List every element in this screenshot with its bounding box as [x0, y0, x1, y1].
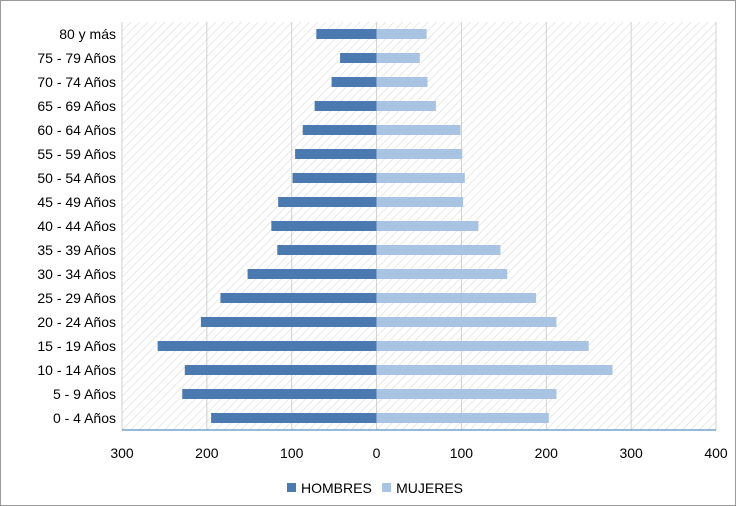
bar-hombres-12 [302, 125, 377, 135]
bar-hombres-5 [220, 293, 377, 303]
bar-mujeres-11 [376, 149, 463, 159]
x-tick-label: 200 [195, 445, 219, 461]
bar-mujeres-1 [376, 389, 557, 399]
bar-hombres-9 [278, 197, 377, 207]
category-label: 60 - 64 Años [37, 122, 116, 138]
bar-mujeres-12 [376, 125, 461, 135]
bar-hombres-13 [314, 101, 377, 111]
category-label: 45 - 49 Años [37, 194, 116, 210]
bar-hombres-11 [295, 149, 377, 159]
legend-swatch-hombres [287, 483, 296, 492]
category-labels: 0 - 4 Años 5 - 9 Años 10 - 14 Años 15 - 19 … [37, 26, 116, 426]
bar-mujeres-15 [376, 53, 420, 63]
category-label: 80 y más [59, 26, 116, 42]
bar-hombres-4 [200, 317, 377, 327]
legend: HOMBRES MUJERES [287, 480, 463, 496]
category-label: 30 - 34 Años [37, 266, 116, 282]
legend-label-hombres: HOMBRES [301, 480, 372, 496]
bar-mujeres-5 [376, 293, 537, 303]
x-tick-label: 200 [535, 445, 559, 461]
category-label: 10 - 14 Años [37, 362, 116, 378]
x-tick-label: 300 [110, 445, 134, 461]
x-tick-label: 400 [704, 445, 728, 461]
bar-mujeres-8 [376, 221, 479, 231]
bar-mujeres-16 [376, 29, 427, 39]
bar-mujeres-14 [376, 77, 428, 87]
category-label: 50 - 54 Años [37, 170, 116, 186]
category-label: 35 - 39 Años [37, 242, 116, 258]
bar-hombres-7 [277, 245, 377, 255]
category-label: 25 - 29 Años [37, 290, 116, 306]
bar-mujeres-10 [376, 173, 465, 183]
category-label: 65 - 69 Años [37, 98, 116, 114]
bar-hombres-10 [292, 173, 377, 183]
category-label: 5 - 9 Años [53, 386, 116, 402]
bars-layer [157, 29, 613, 423]
bar-mujeres-0 [376, 413, 549, 423]
category-label: 20 - 24 Años [37, 314, 116, 330]
category-label: 70 - 74 Años [37, 74, 116, 90]
bar-hombres-14 [331, 77, 377, 87]
bar-mujeres-9 [376, 197, 464, 207]
bar-hombres-6 [247, 269, 377, 279]
x-tick-label: 0 [373, 445, 381, 461]
category-label: 40 - 44 Años [37, 218, 116, 234]
legend-swatch-mujeres [382, 483, 392, 492]
bar-hombres-8 [271, 221, 377, 231]
x-tick-label: 100 [280, 445, 304, 461]
category-label: 75 - 79 Años [37, 50, 116, 66]
category-label: 15 - 19 Años [37, 338, 116, 354]
bar-mujeres-4 [376, 317, 557, 327]
x-tick-labels: 300 200 100 0 100 200 300 400 [110, 445, 728, 461]
category-label: 0 - 4 Años [53, 410, 116, 426]
bar-hombres-15 [340, 53, 377, 63]
bar-hombres-1 [182, 389, 377, 399]
bar-hombres-3 [157, 341, 377, 351]
bar-hombres-2 [184, 365, 377, 375]
bar-mujeres-7 [376, 245, 501, 255]
bar-hombres-0 [211, 413, 377, 423]
bar-mujeres-3 [376, 341, 589, 351]
bar-mujeres-2 [376, 365, 613, 375]
bar-mujeres-6 [376, 269, 508, 279]
bar-hombres-16 [316, 29, 377, 39]
bar-mujeres-13 [376, 101, 436, 111]
x-tick-label: 100 [450, 445, 474, 461]
legend-label-mujeres: MUJERES [396, 480, 463, 496]
x-tick-label: 300 [619, 445, 643, 461]
category-label: 55 - 59 Años [37, 146, 116, 162]
